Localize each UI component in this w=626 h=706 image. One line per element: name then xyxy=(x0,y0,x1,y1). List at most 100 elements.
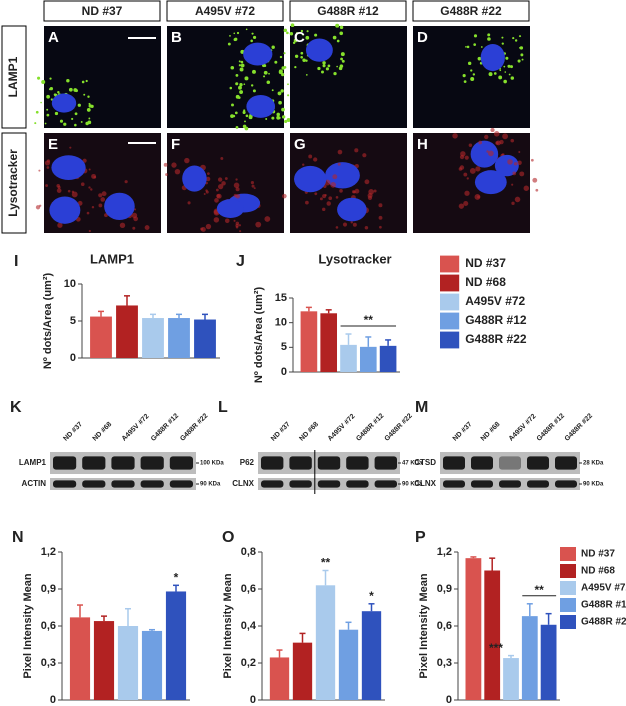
red-signal xyxy=(324,194,327,197)
red-signal xyxy=(512,171,517,176)
y-tick-label: 0 xyxy=(446,694,452,706)
red-signal xyxy=(250,181,254,185)
significance-label: ** xyxy=(364,313,374,327)
red-signal xyxy=(514,196,521,203)
green-signal xyxy=(338,66,343,71)
y-tick-label: 0,2 xyxy=(241,657,256,669)
red-signal xyxy=(350,221,353,224)
red-signal xyxy=(133,208,137,211)
green-signal xyxy=(46,94,50,99)
red-signal xyxy=(88,186,91,189)
green-signal xyxy=(280,89,284,93)
green-signal xyxy=(252,89,256,93)
y-tick-label: 0,3 xyxy=(41,657,56,669)
lane-label: G488R #12 xyxy=(536,412,566,442)
red-signal xyxy=(200,226,206,232)
green-signal xyxy=(235,82,239,86)
red-signal xyxy=(205,223,212,230)
red-signal xyxy=(215,188,219,192)
y-tick-label: 0 xyxy=(250,694,256,706)
red-signal xyxy=(90,188,93,191)
bar xyxy=(359,346,377,372)
bar xyxy=(300,311,318,372)
protein-label: CLNX xyxy=(414,479,436,488)
red-signal xyxy=(319,197,323,201)
red-signal xyxy=(335,226,339,229)
red-signal xyxy=(216,193,222,199)
green-signal xyxy=(317,66,321,71)
red-signal xyxy=(255,221,262,228)
blot-band xyxy=(111,480,135,488)
lane-label: G488R #22 xyxy=(384,412,414,442)
green-signal xyxy=(40,101,42,104)
blot-band xyxy=(82,480,106,488)
green-signal xyxy=(325,67,329,71)
green-signal xyxy=(81,80,85,84)
green-signal xyxy=(279,55,283,59)
green-signal xyxy=(503,79,507,84)
green-signal xyxy=(477,56,482,61)
red-signal xyxy=(235,187,240,192)
green-signal xyxy=(501,36,504,39)
lane-label: ND #37 xyxy=(62,421,84,443)
green-signal xyxy=(305,59,308,62)
red-signal xyxy=(332,174,338,180)
column-header: G488R #12 xyxy=(317,4,379,18)
green-signal xyxy=(71,117,74,121)
panel-letter: K xyxy=(10,399,22,416)
red-signal xyxy=(362,153,367,158)
blot-band xyxy=(346,456,369,470)
lane-label: A495V #72 xyxy=(327,413,357,443)
red-signal xyxy=(82,158,87,163)
red-signal xyxy=(207,172,210,175)
green-signal xyxy=(294,54,299,58)
green-signal xyxy=(266,80,271,85)
green-signal xyxy=(465,45,467,48)
red-signal xyxy=(519,171,525,177)
green-signal xyxy=(278,69,283,74)
red-signal xyxy=(342,222,348,227)
red-signal xyxy=(132,226,136,230)
significance-label: * xyxy=(369,589,374,603)
column-header: G488R #22 xyxy=(440,4,502,18)
bar xyxy=(142,318,164,358)
green-signal xyxy=(333,72,337,76)
green-signal xyxy=(518,35,522,38)
green-signal xyxy=(281,115,286,119)
green-signal xyxy=(470,77,475,82)
bar xyxy=(269,657,290,700)
legend-label: ND #68 xyxy=(581,566,615,577)
red-signal xyxy=(354,148,359,153)
image-background xyxy=(413,26,530,128)
blot-band xyxy=(261,480,284,488)
nucleus xyxy=(474,170,507,195)
y-tick-label: 10 xyxy=(275,317,287,329)
green-signal xyxy=(281,66,285,70)
column-header-box xyxy=(43,0,161,22)
y-tick-label: 10 xyxy=(64,278,76,290)
green-signal xyxy=(340,52,345,57)
red-signal xyxy=(460,151,466,157)
size-label: 100 KDa xyxy=(200,461,224,467)
green-signal xyxy=(59,119,64,123)
red-signal xyxy=(368,189,374,195)
red-signal xyxy=(378,203,383,208)
red-signal xyxy=(49,142,52,146)
red-signal xyxy=(239,230,242,233)
red-signal xyxy=(187,201,191,205)
micrograph: E xyxy=(35,133,161,233)
blot-band xyxy=(169,480,193,488)
green-signal xyxy=(300,51,304,55)
legend-swatch xyxy=(440,255,460,273)
nucleus xyxy=(51,93,77,113)
red-signal xyxy=(233,219,236,222)
green-signal xyxy=(244,76,249,81)
green-signal xyxy=(235,126,239,129)
green-signal xyxy=(286,118,291,122)
significance-label: ** xyxy=(535,583,545,597)
green-signal xyxy=(503,65,506,68)
green-signal xyxy=(263,70,268,75)
red-signal xyxy=(45,184,49,187)
significance-label: *** xyxy=(489,641,503,655)
green-signal xyxy=(508,73,511,76)
